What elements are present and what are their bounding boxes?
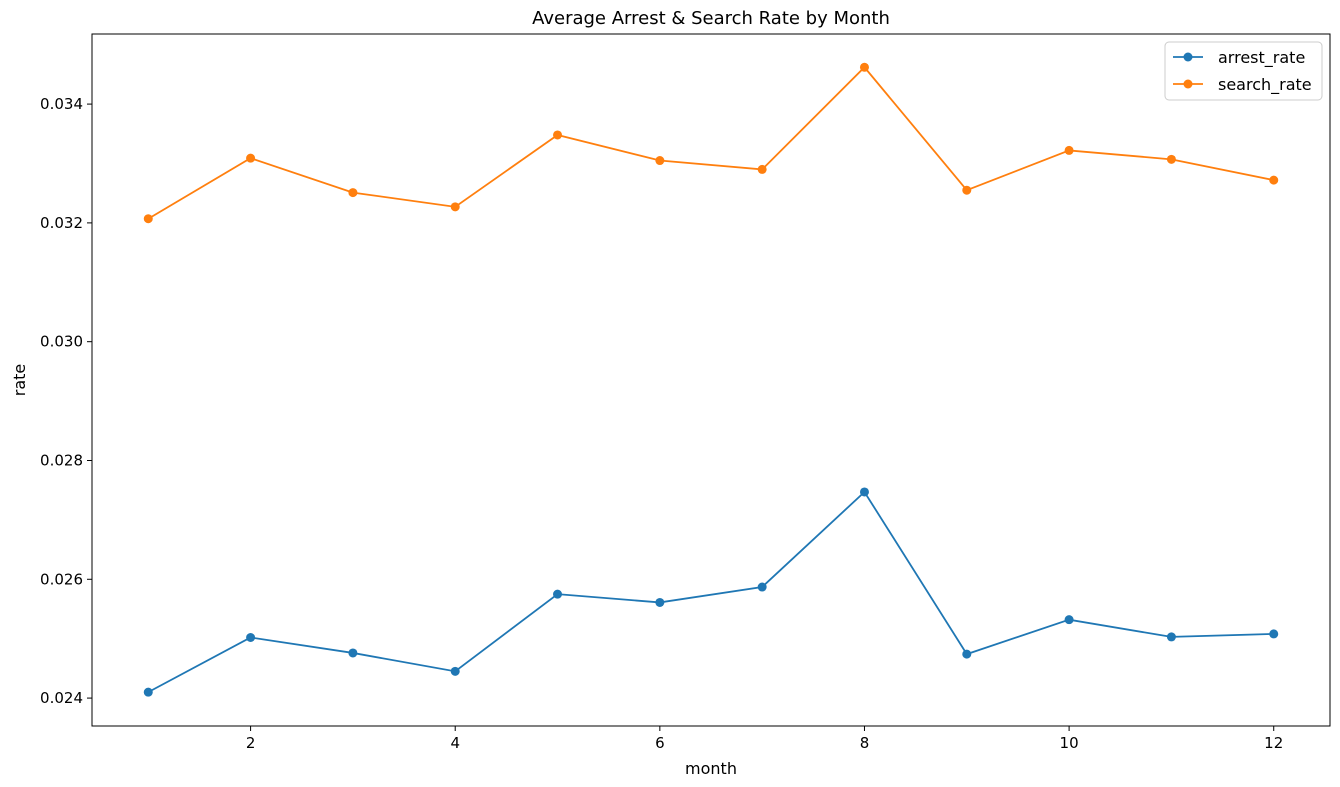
series-line-arrest_rate (147, 490, 1274, 693)
legend: arrest_rate search_rate (1164, 41, 1323, 101)
x-tick-label: 10 (1060, 734, 1079, 752)
legend-box (1164, 41, 1323, 101)
data-point-arrest_rate (1269, 629, 1279, 639)
data-point-search_rate (859, 62, 869, 72)
chart-title: Average Arrest & Search Rate by Month (532, 8, 890, 29)
x-tick-label: 8 (860, 734, 870, 752)
y-tick-label: 0.026 (40, 570, 83, 588)
data-point-arrest_rate (553, 589, 563, 599)
y-tick-label: 0.032 (40, 214, 83, 232)
data-point-search_rate (143, 214, 153, 224)
y-axis-ticks: 0.024 0.026 0.028 0.030 0.032 0.034 (40, 95, 92, 707)
data-point-arrest_rate (859, 487, 869, 497)
data-point-arrest_rate (348, 648, 358, 658)
y-tick-label: 0.028 (40, 451, 83, 469)
data-point-arrest_rate (246, 632, 256, 642)
data-point-search_rate (1269, 175, 1279, 185)
x-tick-label: 4 (450, 734, 460, 752)
data-point-arrest_rate (143, 687, 153, 697)
data-point-arrest_rate (1166, 632, 1176, 642)
data-point-search_rate (348, 188, 358, 198)
data-point-search_rate (553, 130, 563, 140)
y-tick-label: 0.024 (40, 689, 83, 707)
data-point-search_rate (246, 153, 256, 163)
series-layer (143, 62, 1279, 697)
data-point-search_rate (962, 185, 972, 195)
legend-marker-search_rate (1183, 79, 1193, 89)
data-point-search_rate (1064, 145, 1074, 155)
data-point-arrest_rate (1064, 615, 1074, 625)
x-tick-label: 2 (246, 734, 256, 752)
legend-label-search_rate: search_rate (1218, 75, 1312, 95)
x-axis-label: month (685, 759, 737, 778)
data-point-search_rate (655, 156, 665, 166)
x-tick-label: 12 (1264, 734, 1283, 752)
data-point-search_rate (757, 164, 767, 174)
y-tick-label: 0.030 (40, 333, 83, 351)
series-line-search_rate (147, 65, 1274, 220)
legend-label-arrest_rate: arrest_rate (1218, 48, 1305, 68)
data-point-arrest_rate (450, 666, 460, 676)
legend-marker-arrest_rate (1183, 52, 1193, 62)
data-point-search_rate (1166, 154, 1176, 164)
data-point-search_rate (450, 202, 460, 212)
x-tick-label: 6 (655, 734, 665, 752)
y-axis-label: rate (10, 364, 29, 397)
data-point-arrest_rate (655, 597, 665, 607)
data-point-arrest_rate (962, 649, 972, 659)
data-point-arrest_rate (757, 582, 767, 592)
plot-frame (91, 33, 1331, 727)
y-tick-label: 0.034 (40, 95, 83, 113)
x-axis-ticks: 2 4 6 8 10 12 (246, 726, 1283, 752)
